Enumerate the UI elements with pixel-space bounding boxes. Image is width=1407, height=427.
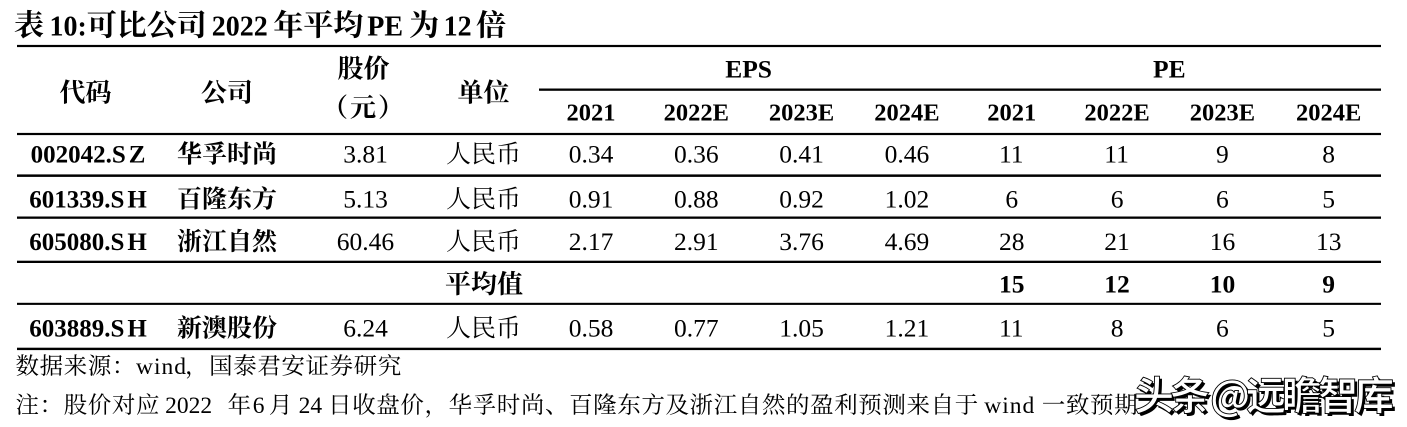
svg-text:2022: 2022 <box>165 393 212 419</box>
svg-text:2022E: 2022E <box>664 100 729 127</box>
svg-text:12: 12 <box>444 12 472 43</box>
svg-text:4.69: 4.69 <box>885 227 930 256</box>
svg-text:2022E: 2022E <box>1084 100 1149 127</box>
svg-text:6: 6 <box>253 393 265 419</box>
svg-text:2.91: 2.91 <box>674 227 719 256</box>
svg-text:9: 9 <box>1322 270 1335 299</box>
svg-text:10:: 10: <box>50 12 87 43</box>
svg-text:002042.S: 002042.S <box>31 142 126 169</box>
svg-text:3.81: 3.81 <box>343 140 388 169</box>
svg-text:605080.S: 605080.S <box>29 229 124 256</box>
svg-text:PE: PE <box>367 12 403 43</box>
svg-text:16: 16 <box>1210 227 1236 256</box>
svg-text:0.34: 0.34 <box>569 140 614 169</box>
svg-text:3.76: 3.76 <box>779 227 824 256</box>
svg-text:0.36: 0.36 <box>674 140 719 169</box>
svg-text:0.46: 0.46 <box>885 140 930 169</box>
svg-text:H: H <box>127 316 147 343</box>
svg-text:wind: wind <box>984 393 1035 419</box>
svg-text:1.02: 1.02 <box>885 185 930 214</box>
svg-text:0.77: 0.77 <box>674 314 719 343</box>
svg-text:8: 8 <box>1322 140 1335 169</box>
svg-text:6: 6 <box>1111 185 1124 214</box>
svg-text:1.21: 1.21 <box>885 314 930 343</box>
svg-text:28: 28 <box>999 227 1025 256</box>
svg-text:6.24: 6.24 <box>343 314 388 343</box>
svg-text:1.05: 1.05 <box>779 314 824 343</box>
svg-text:2022: 2022 <box>212 12 268 43</box>
svg-text:13: 13 <box>1316 227 1342 256</box>
svg-text:21: 21 <box>1104 227 1130 256</box>
svg-text:EPS: EPS <box>725 55 772 84</box>
svg-text:2024E: 2024E <box>874 100 939 127</box>
svg-text:24: 24 <box>299 393 323 419</box>
svg-text:12: 12 <box>1104 270 1130 299</box>
svg-text:0.92: 0.92 <box>779 185 824 214</box>
svg-text:603889.S: 603889.S <box>29 316 124 343</box>
svg-text:10: 10 <box>1210 270 1236 299</box>
svg-text:2021: 2021 <box>987 100 1036 127</box>
svg-text:6: 6 <box>1216 185 1229 214</box>
svg-text:H: H <box>127 229 147 256</box>
svg-text:11: 11 <box>1104 140 1129 169</box>
svg-text:0.91: 0.91 <box>569 185 614 214</box>
svg-text:5: 5 <box>1322 185 1335 214</box>
svg-text:wind: wind <box>136 354 187 380</box>
svg-text:9: 9 <box>1216 140 1229 169</box>
svg-text:11: 11 <box>999 140 1024 169</box>
svg-text:H: H <box>127 187 147 214</box>
svg-text:2023E: 2023E <box>1190 100 1255 127</box>
svg-text:2021: 2021 <box>567 100 616 127</box>
svg-text:0.88: 0.88 <box>674 185 719 214</box>
svg-text:0.58: 0.58 <box>569 314 614 343</box>
svg-text:60.46: 60.46 <box>337 227 394 256</box>
svg-text:5.13: 5.13 <box>343 185 388 214</box>
svg-text:2.17: 2.17 <box>569 227 614 256</box>
svg-text:11: 11 <box>999 314 1024 343</box>
svg-text:15: 15 <box>999 270 1025 299</box>
svg-text:0.41: 0.41 <box>779 140 824 169</box>
svg-text:Z: Z <box>129 142 146 169</box>
svg-text:8: 8 <box>1111 314 1124 343</box>
svg-text:PE: PE <box>1153 55 1186 84</box>
svg-text:6: 6 <box>1216 314 1229 343</box>
svg-text:6: 6 <box>1005 185 1018 214</box>
svg-text:2023E: 2023E <box>769 100 834 127</box>
svg-text:5: 5 <box>1322 314 1335 343</box>
svg-text:601339.S: 601339.S <box>29 187 124 214</box>
svg-text:2024E: 2024E <box>1296 100 1361 127</box>
